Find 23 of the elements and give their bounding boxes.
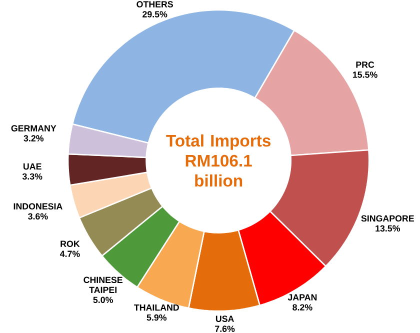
slice-label: THAILAND xyxy=(134,304,179,311)
data-label: 5.9% xyxy=(146,314,167,321)
data-label: 29.5% xyxy=(142,11,168,18)
data-label: 3.3% xyxy=(22,173,42,180)
slice-label: CHINESE TAIPEI xyxy=(84,276,122,293)
data-label: 5.0% xyxy=(93,296,113,304)
data-label: 4.7% xyxy=(60,250,80,257)
data-label: 3.6% xyxy=(28,213,48,220)
data-label: 15.5% xyxy=(352,72,378,78)
data-label: 13.5% xyxy=(376,225,400,232)
slice-label: USA xyxy=(216,316,234,322)
slice-label: OTHERS xyxy=(136,1,173,8)
slice-label: GERMANY xyxy=(11,125,56,132)
data-label: 8.2% xyxy=(292,304,312,310)
text: Total Imports RM106.1 billion xyxy=(166,134,270,187)
slice-label: SINGAPORE xyxy=(361,215,414,222)
slice-label: INDONESIA xyxy=(14,203,62,210)
data-label: 7.6% xyxy=(215,326,235,332)
slice-label: ROK xyxy=(60,240,80,247)
slice-label: UAE xyxy=(24,163,42,170)
slice-label: JAPAN xyxy=(288,294,317,300)
data-label: 3.2% xyxy=(24,135,44,142)
slice-label: PRC xyxy=(356,62,374,68)
